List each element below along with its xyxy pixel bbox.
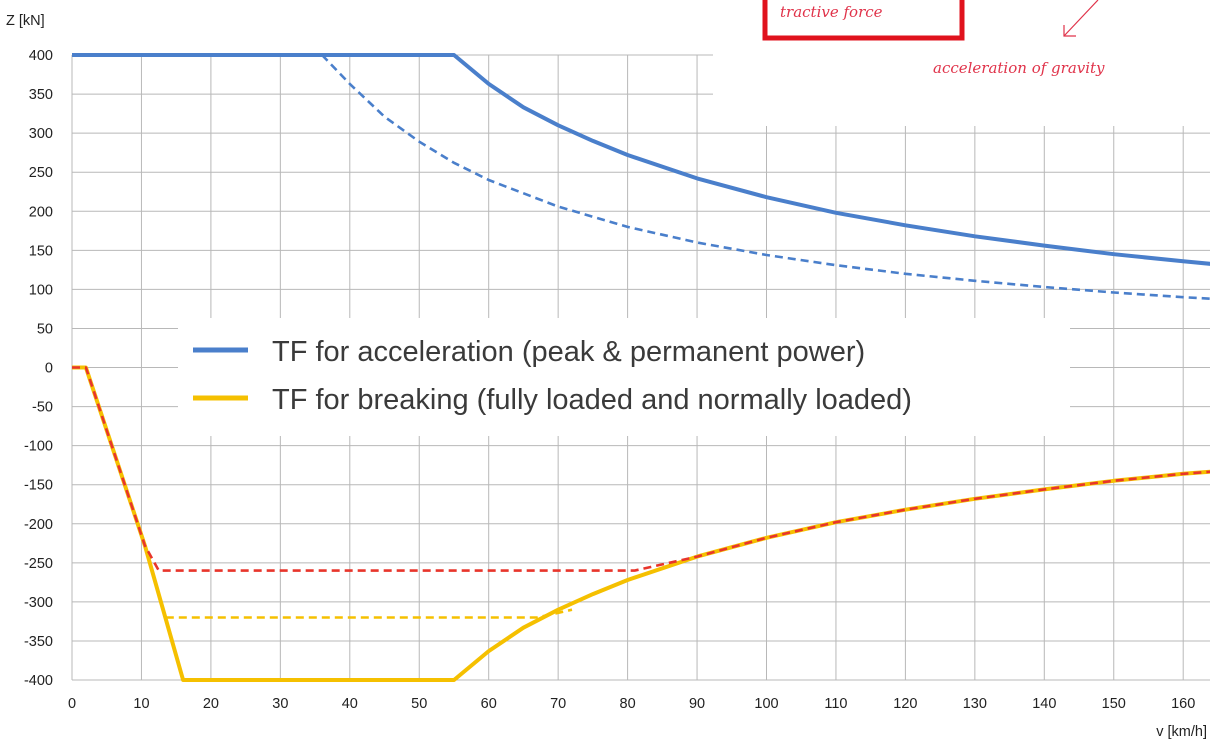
annotation-arrow-line — [1063, 0, 1099, 37]
x-tick-label: 130 — [963, 696, 987, 712]
y-tick-label: -50 — [32, 400, 53, 416]
x-tick-label: 20 — [203, 696, 219, 712]
x-tick-label: 0 — [68, 696, 76, 712]
annotation-box — [762, 0, 965, 41]
annotation-acceleration-of-gravity-text: acceleration of gravity — [933, 59, 1105, 77]
y-tick-label: 0 — [45, 361, 53, 377]
x-axis-label: v [km/h] — [1156, 724, 1207, 740]
legend-label-breaking: TF for breaking (fully loaded and normal… — [272, 384, 912, 416]
x-tick-label: 50 — [411, 696, 427, 712]
x-tick-label: 10 — [133, 696, 149, 712]
y-tick-label: 150 — [29, 243, 53, 259]
y-tick-label: -100 — [24, 439, 53, 455]
annotation-arrow-head — [1063, 25, 1076, 37]
y-tick-label: 400 — [29, 48, 53, 64]
x-tick-label: 120 — [893, 696, 917, 712]
x-tick-label: 100 — [754, 696, 778, 712]
y-tick-label: -300 — [24, 595, 53, 611]
y-axis-label: Z [kN] — [6, 13, 45, 29]
x-tick-label: 70 — [550, 696, 566, 712]
x-tick-label: 140 — [1032, 696, 1056, 712]
x-tick-label: 160 — [1171, 696, 1195, 712]
x-tick-label: 40 — [342, 696, 358, 712]
x-tick-label: 90 — [689, 696, 705, 712]
x-tick-label: 110 — [824, 696, 847, 712]
y-tick-label: 50 — [37, 321, 53, 337]
series-lines — [72, 53, 1210, 682]
y-tick-label: -350 — [24, 634, 53, 650]
y-tick-label: 200 — [29, 204, 53, 220]
series-line-4-dashed — [72, 366, 1210, 572]
annotation-tractive-force: tractive force — [762, 0, 965, 41]
annotation-tractive-force-text: tractive force — [780, 3, 883, 21]
y-tick-label: 300 — [29, 126, 53, 142]
x-tick-label: 30 — [272, 696, 288, 712]
legend-label-acceleration: TF for acceleration (peak & permanent po… — [272, 336, 865, 368]
y-tick-label: 100 — [29, 282, 53, 298]
y-tick-label: 350 — [29, 87, 53, 103]
y-tick-label: 250 — [29, 165, 53, 181]
legend: TF for acceleration (peak & permanent po… — [178, 318, 1070, 436]
y-tick-label: -150 — [24, 478, 53, 494]
x-tick-label: 60 — [481, 696, 497, 712]
y-tick-labels: 400 350 300 250 200 150 100 50 0 -50 -100 -150 -200 -… — [24, 48, 53, 689]
x-tick-label: 150 — [1102, 696, 1126, 712]
legend-background — [178, 318, 1070, 436]
annotation-acceleration-of-gravity: acceleration of gravity — [933, 0, 1105, 77]
y-tick-label: -400 — [24, 673, 53, 689]
series-line-3-dashed — [165, 608, 573, 619]
series-line-0-solid — [72, 53, 1210, 266]
x-tick-label: 80 — [620, 696, 636, 712]
y-tick-label: -200 — [24, 517, 53, 533]
y-tick-label: -250 — [24, 556, 53, 572]
x-tick-labels: 0 10 20 30 40 50 60 70 80 90 100 110 120 130 140 150 160 — [68, 696, 1195, 712]
